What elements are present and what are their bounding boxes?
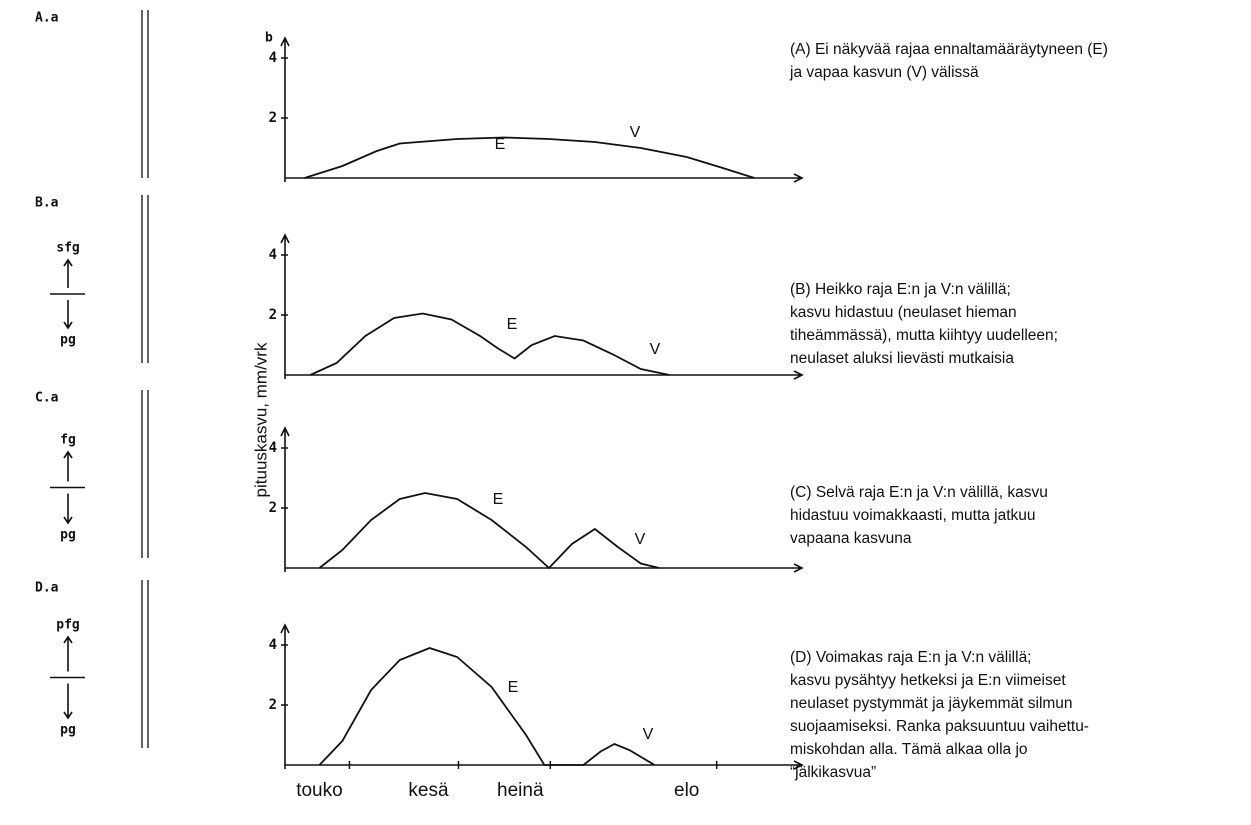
sketch-mark: pg bbox=[60, 333, 76, 348]
annotation: V bbox=[630, 124, 641, 141]
sketch-label: D.a bbox=[35, 581, 59, 596]
annotation: E bbox=[493, 491, 504, 508]
description: kasvu hidastuu (neulaset hieman bbox=[790, 304, 1017, 321]
annotation: V bbox=[643, 726, 654, 743]
y-axis bbox=[280, 233, 290, 379]
stem bbox=[141, 10, 149, 178]
stem bbox=[141, 580, 149, 748]
description: suojaamiseksi. Ranka paksuuntuu vaihettu… bbox=[790, 718, 1089, 735]
x-tick-label: kesä bbox=[408, 780, 449, 801]
x-axis bbox=[285, 370, 804, 380]
sketch-mark: sfg bbox=[56, 241, 79, 256]
x-tick-label: touko bbox=[296, 780, 342, 801]
sketch-label: B.a bbox=[35, 196, 59, 211]
y-tick-label: 4 bbox=[269, 247, 277, 263]
sketch-mark: fg bbox=[60, 433, 76, 448]
description: ja vapaa kasvun (V) välissä bbox=[789, 64, 979, 81]
stem bbox=[141, 390, 149, 558]
y-tick-label: 4 bbox=[269, 637, 277, 653]
boundary-arrows bbox=[50, 635, 85, 720]
x-tick-label: elo bbox=[674, 780, 699, 801]
annotation: V bbox=[650, 341, 661, 358]
y-tick-label: 4 bbox=[269, 50, 277, 66]
annotation: E bbox=[495, 136, 506, 153]
description: neulaset aluksi lievästi mutkaisia bbox=[790, 350, 1014, 367]
growth-curve bbox=[318, 492, 660, 570]
description: (D) Voimakas raja E:n ja V:n välillä; bbox=[790, 649, 1032, 666]
sketch-label: A.a bbox=[35, 11, 59, 26]
annotation: E bbox=[507, 316, 518, 333]
y-tick-label: 2 bbox=[269, 307, 277, 323]
boundary-arrows bbox=[50, 450, 85, 525]
sketch-label: C.a bbox=[35, 391, 59, 406]
y-tick-label: 2 bbox=[269, 110, 277, 126]
y-tick-label: 4 bbox=[269, 440, 277, 456]
description: (B) Heikko raja E:n ja V:n välillä; bbox=[790, 281, 1011, 298]
growth-curve bbox=[309, 312, 670, 376]
x-axis bbox=[285, 563, 804, 573]
description: (C) Selvä raja E:n ja V:n välillä, kasvu bbox=[790, 484, 1048, 501]
y-axis bbox=[280, 623, 290, 769]
growth-curve bbox=[318, 647, 656, 766]
x-tick-label: heinä bbox=[497, 780, 544, 801]
stem bbox=[141, 195, 149, 363]
annotation: E bbox=[508, 679, 519, 696]
x-axis bbox=[285, 173, 804, 183]
description: tiheämmässä), mutta kiihtyy uudelleen; bbox=[790, 327, 1058, 344]
y-tick-label: 2 bbox=[269, 697, 277, 713]
annotation: V bbox=[635, 531, 646, 548]
y-axis-label: pituuskasvu, mm/vrk bbox=[251, 342, 270, 497]
y-axis bbox=[280, 36, 290, 182]
description: vapaana kasvuna bbox=[790, 530, 912, 547]
sketch-mark: pfg bbox=[56, 618, 79, 633]
description: “jälkikasvua” bbox=[790, 764, 876, 781]
description: (A) Ei näkyvää rajaa ennaltamääräytyneen… bbox=[790, 41, 1108, 58]
y-axis bbox=[280, 426, 290, 572]
description: neulaset pystymmät ja jäykemmät silmun bbox=[790, 695, 1073, 712]
description: kasvu pysähtyy hetkeksi ja E:n viimeiset bbox=[790, 672, 1066, 689]
y-tick-label: 2 bbox=[269, 500, 277, 516]
description: hidastuu voimakkaasti, mutta jatkuu bbox=[790, 507, 1036, 524]
panel-label: b bbox=[265, 31, 273, 46]
description: miskohdan alla. Tämä alkaa olla jo bbox=[790, 741, 1028, 758]
sketch-mark: pg bbox=[60, 723, 76, 738]
boundary-arrows bbox=[50, 258, 85, 330]
growth-curve bbox=[304, 136, 755, 179]
sketch-mark: pg bbox=[60, 528, 76, 543]
